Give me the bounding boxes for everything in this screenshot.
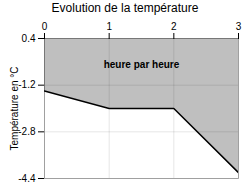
svg-text:-1.2: -1.2 [18, 79, 36, 90]
svg-text:0: 0 [42, 21, 48, 32]
svg-text:1: 1 [106, 21, 112, 32]
svg-text:3: 3 [236, 21, 242, 32]
svg-text:-2.8: -2.8 [18, 126, 36, 137]
svg-text:heure par heure: heure par heure [104, 59, 180, 70]
svg-text:-4.4: -4.4 [18, 173, 36, 184]
svg-text:Température en °C: Température en °C [9, 66, 20, 150]
svg-text:0.4: 0.4 [22, 33, 36, 44]
svg-text:2: 2 [171, 21, 177, 32]
html-text:Evolution de la température: Evolution de la température [51, 1, 199, 15]
